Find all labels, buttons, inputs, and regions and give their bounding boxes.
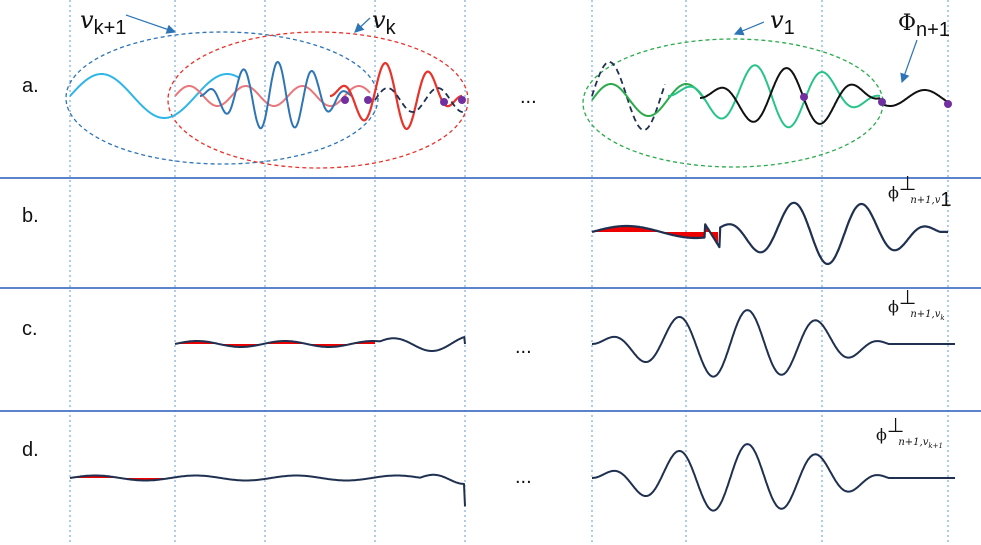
wave-phi-black bbox=[699, 67, 951, 125]
wave-v-k-red bbox=[329, 62, 463, 130]
panel-b-waves bbox=[591, 201, 949, 266]
sample-point-3 bbox=[458, 96, 466, 104]
annotation-phi-n1: Φn+1 bbox=[898, 11, 950, 41]
formula-c: ϕ⊥ n+1,vk bbox=[888, 287, 945, 322]
wave-v-k-pink bbox=[174, 85, 371, 107]
annotation-arrow-3 bbox=[900, 39, 918, 84]
sample-point-0 bbox=[341, 96, 349, 104]
annotation-v-1: v1 bbox=[770, 6, 795, 39]
wave-c-left bbox=[174, 336, 466, 352]
panel-c-waves bbox=[174, 309, 956, 378]
ellipsis-d: ... bbox=[515, 466, 532, 488]
wave-d-left bbox=[69, 473, 466, 507]
residual-fill-c bbox=[175, 341, 375, 347]
vertical-gridlines bbox=[69, 0, 949, 545]
annotation-arrows bbox=[125, 14, 918, 84]
panel-dividers bbox=[0, 177, 981, 412]
panel-label-a: a. bbox=[22, 75, 39, 97]
wave-v-k1-light bbox=[69, 73, 241, 119]
wave-b bbox=[591, 201, 949, 266]
sample-point-2 bbox=[440, 98, 448, 106]
annotation-arrow-2 bbox=[733, 21, 765, 36]
annotation-v-k: vk bbox=[372, 6, 397, 39]
ellipsis-a: ... bbox=[520, 86, 537, 108]
formula-d: ϕ⊥ n+1,vk+1 bbox=[876, 415, 943, 450]
panel-label-d: d. bbox=[22, 439, 39, 461]
ellipse-v-k1 bbox=[65, 31, 379, 165]
wave-dashed-b bbox=[591, 61, 666, 131]
sample-point-4 bbox=[800, 93, 808, 101]
wave-v-1-mint bbox=[667, 64, 881, 129]
panel-label-c: c. bbox=[22, 318, 38, 340]
sample-point-5 bbox=[878, 98, 886, 106]
sample-point-1 bbox=[364, 96, 372, 104]
formula-b: ϕ⊥ n+1,v1 bbox=[888, 173, 951, 211]
ellipsis-c: ... bbox=[515, 336, 532, 358]
panel-d-waves bbox=[69, 443, 956, 512]
sample-point-6 bbox=[944, 100, 952, 108]
annotation-v-k1: vk+1 bbox=[80, 6, 126, 39]
wave-c-right bbox=[591, 309, 956, 378]
annotation-arrow-1 bbox=[354, 17, 371, 33]
ellipse-v-1 bbox=[582, 38, 884, 168]
panel-a-waves bbox=[69, 61, 952, 131]
residual-fill-b bbox=[592, 224, 718, 245]
panel-label-b: b. bbox=[22, 205, 39, 227]
wave-v-1-green bbox=[591, 83, 706, 117]
wave-v-k1-blue bbox=[199, 61, 353, 130]
wave-d-right bbox=[591, 443, 956, 512]
ellipse-v-k bbox=[167, 31, 469, 169]
annotation-arrow-0 bbox=[125, 14, 177, 34]
wave-dashed-a bbox=[374, 87, 466, 113]
